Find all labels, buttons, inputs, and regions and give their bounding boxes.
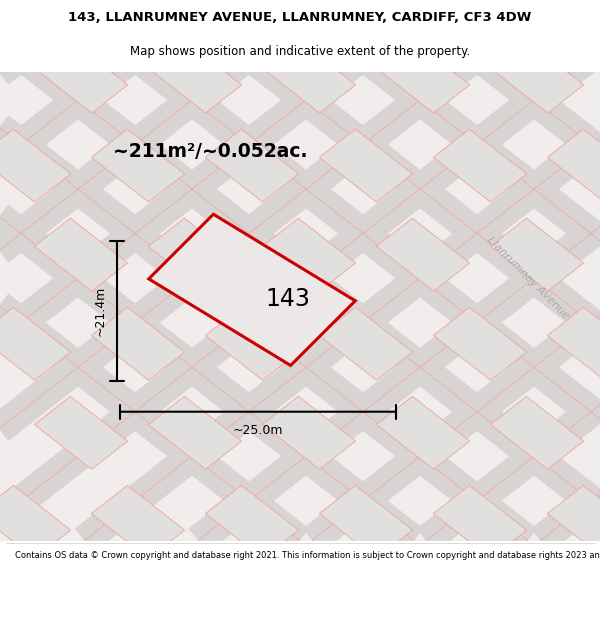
Text: Llanrumney Avenue: Llanrumney Avenue: [485, 235, 571, 321]
Polygon shape: [376, 218, 470, 291]
Polygon shape: [0, 129, 71, 202]
Polygon shape: [91, 308, 185, 380]
Polygon shape: [547, 486, 600, 558]
Polygon shape: [490, 396, 584, 469]
Polygon shape: [262, 40, 356, 113]
Polygon shape: [319, 129, 413, 202]
Polygon shape: [205, 129, 299, 202]
Polygon shape: [0, 486, 71, 558]
Polygon shape: [376, 40, 470, 113]
Polygon shape: [547, 308, 600, 380]
Polygon shape: [34, 40, 128, 113]
Polygon shape: [262, 218, 356, 291]
Polygon shape: [91, 129, 185, 202]
Text: 143: 143: [266, 288, 310, 311]
Polygon shape: [490, 40, 584, 113]
Polygon shape: [149, 214, 355, 366]
Text: Map shows position and indicative extent of the property.: Map shows position and indicative extent…: [130, 45, 470, 58]
Polygon shape: [148, 40, 242, 113]
Text: ~211m²/~0.052ac.: ~211m²/~0.052ac.: [113, 142, 307, 161]
Polygon shape: [547, 129, 600, 202]
Text: ~21.4m: ~21.4m: [94, 286, 107, 336]
Polygon shape: [319, 486, 413, 558]
Polygon shape: [205, 486, 299, 558]
Polygon shape: [91, 486, 185, 558]
Text: ~25.0m: ~25.0m: [233, 424, 283, 437]
Polygon shape: [376, 396, 470, 469]
Polygon shape: [205, 308, 299, 380]
Polygon shape: [433, 486, 527, 558]
Polygon shape: [490, 218, 584, 291]
Polygon shape: [262, 396, 356, 469]
Text: 143, LLANRUMNEY AVENUE, LLANRUMNEY, CARDIFF, CF3 4DW: 143, LLANRUMNEY AVENUE, LLANRUMNEY, CARD…: [68, 11, 532, 24]
Text: Contains OS data © Crown copyright and database right 2021. This information is : Contains OS data © Crown copyright and d…: [15, 551, 600, 560]
Polygon shape: [148, 218, 242, 291]
Polygon shape: [34, 218, 128, 291]
Polygon shape: [0, 308, 71, 380]
Polygon shape: [34, 396, 128, 469]
Polygon shape: [433, 308, 527, 380]
Polygon shape: [148, 396, 242, 469]
Polygon shape: [433, 129, 527, 202]
Polygon shape: [319, 308, 413, 380]
